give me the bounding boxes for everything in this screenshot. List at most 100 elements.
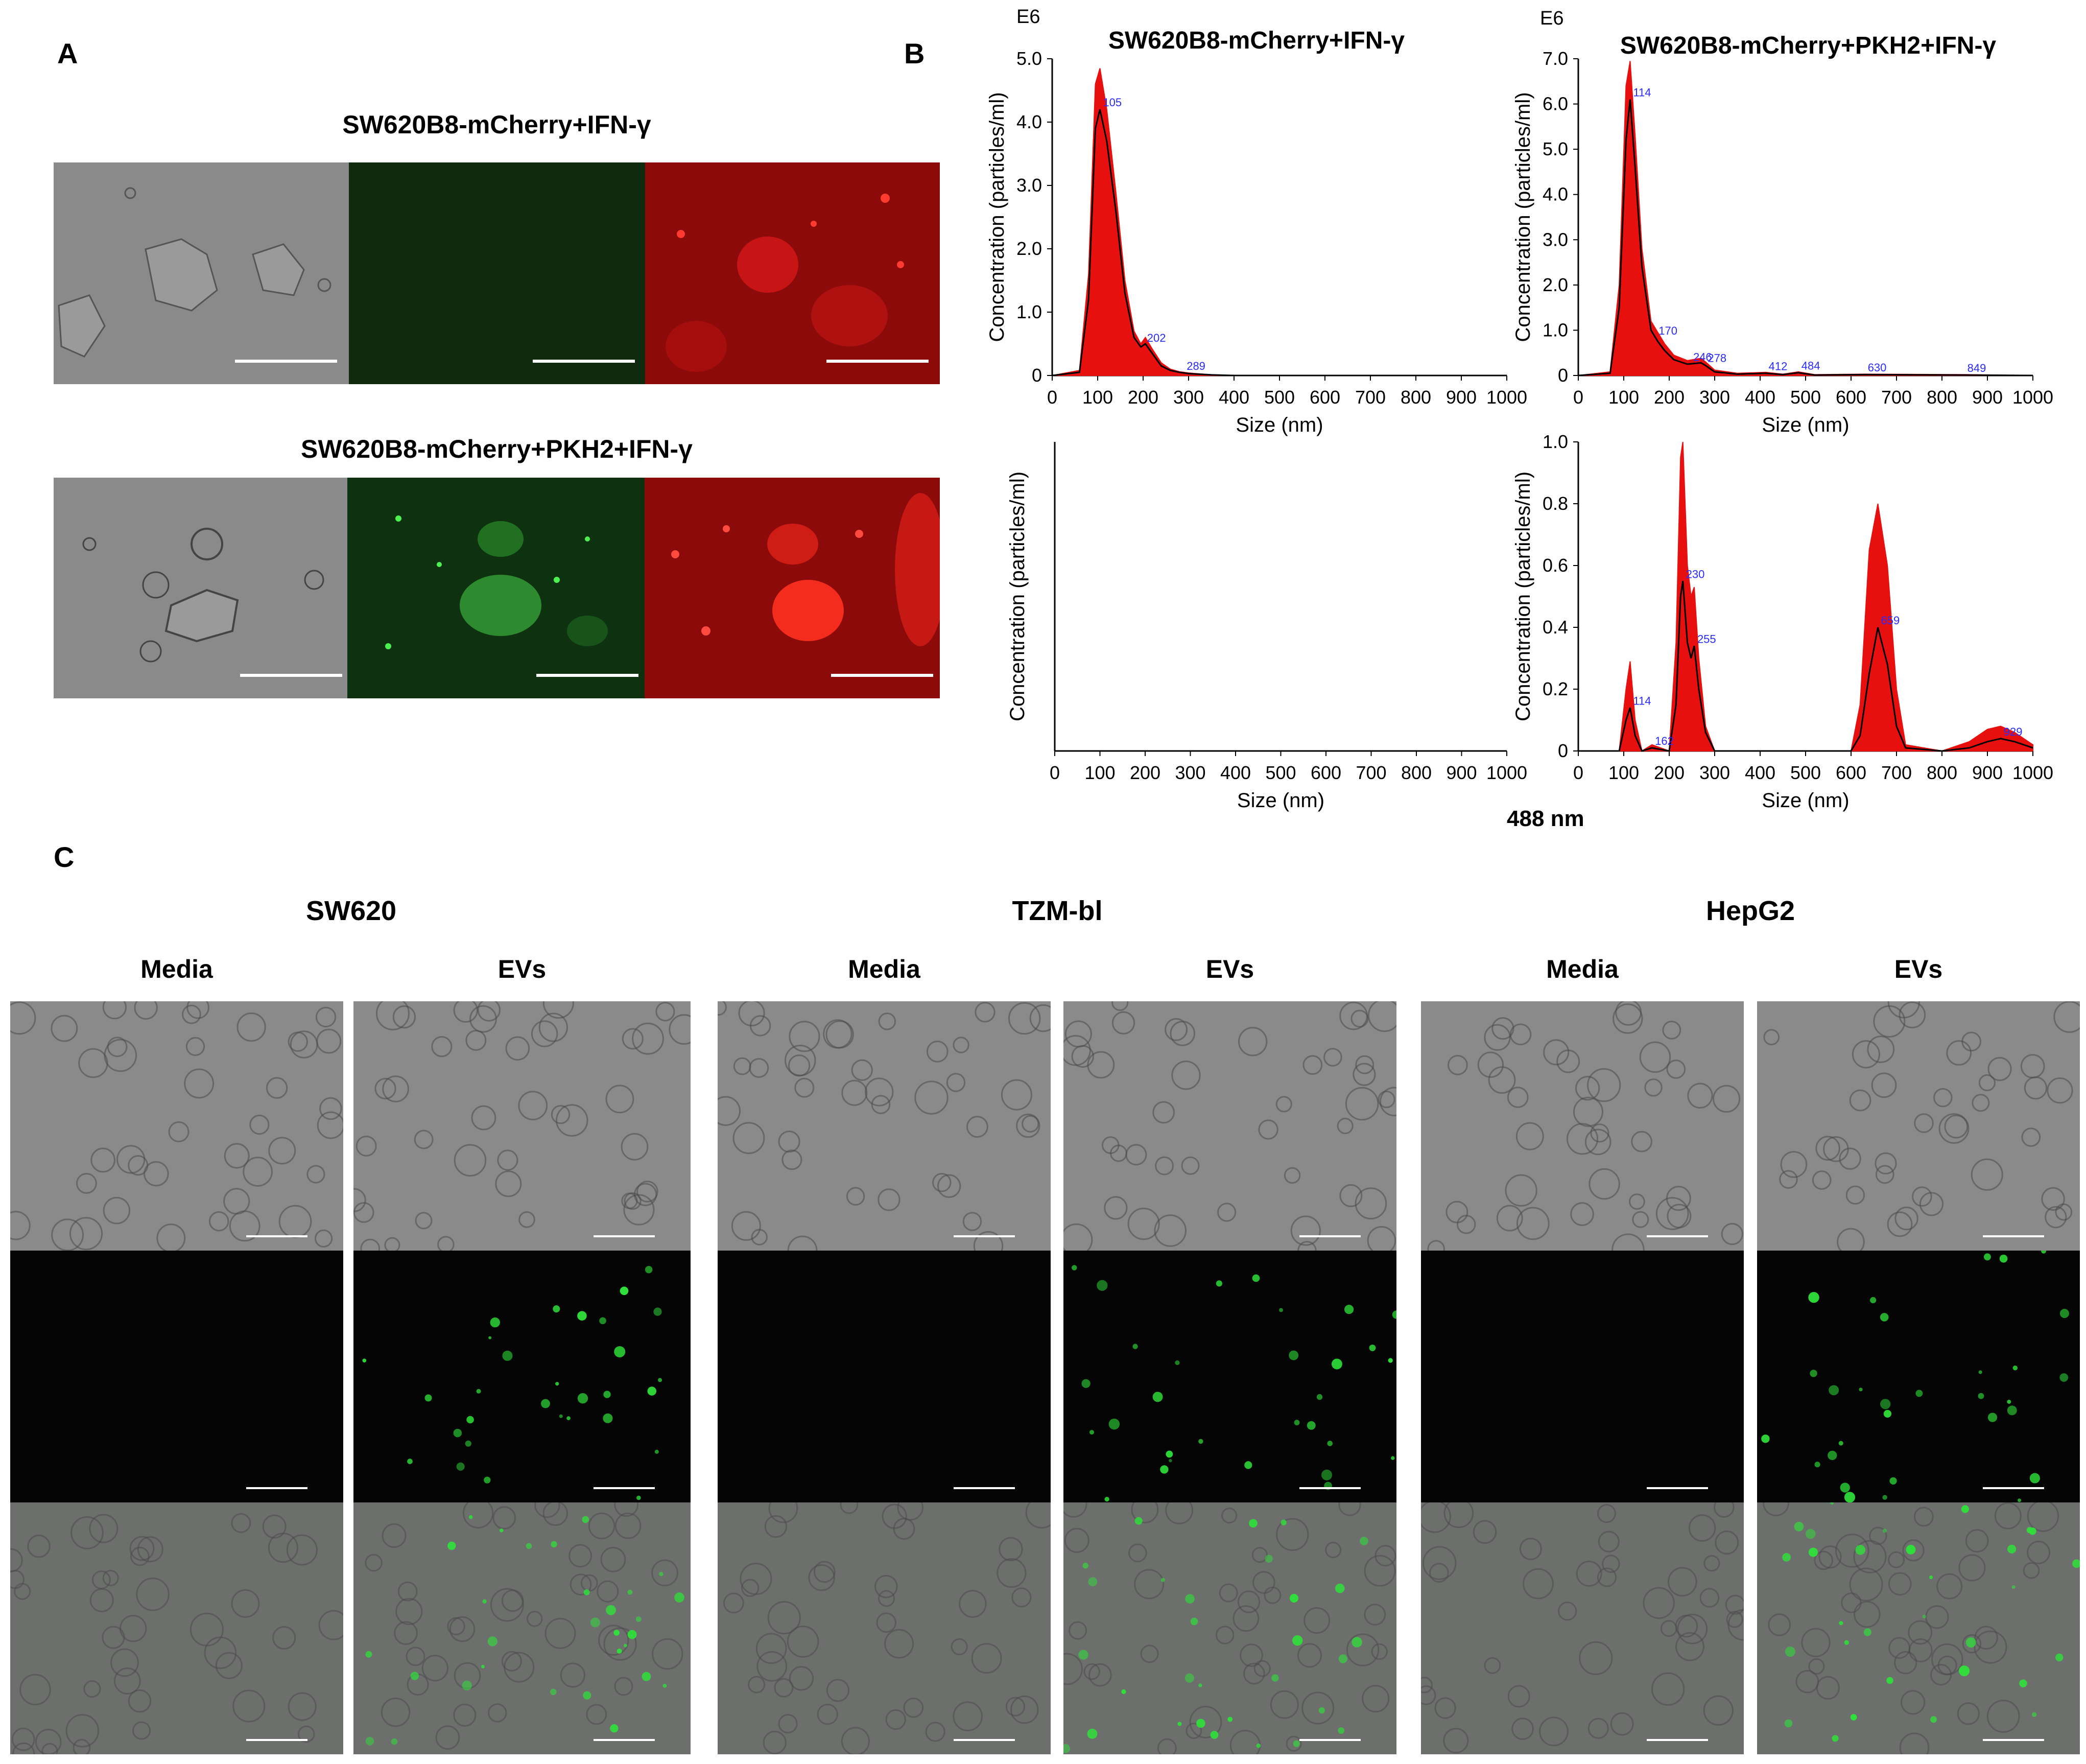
cell-outline	[1005, 1697, 1026, 1716]
cell-outline	[1509, 1023, 1532, 1046]
ev-signal	[603, 1413, 613, 1423]
ev-signal	[642, 1672, 651, 1681]
ev-signal	[1922, 1614, 1926, 1619]
x-tick-label: 800	[1927, 762, 1957, 783]
cell-outline	[102, 1626, 125, 1649]
cell-outline	[1933, 1088, 1953, 1108]
panel-a-letter: A	[57, 37, 78, 69]
x-tick-label: 200	[1130, 762, 1160, 783]
cell-outline	[1613, 1003, 1643, 1034]
cell-outline	[375, 1001, 410, 1030]
cell-outline	[186, 1001, 209, 1019]
cell-outline	[70, 1516, 104, 1549]
ev-signal	[559, 1414, 563, 1418]
x-tick-label: 800	[1401, 762, 1432, 783]
cell-outline	[1515, 1122, 1544, 1150]
ev-signal	[1108, 1418, 1120, 1430]
ev-signal	[551, 1541, 557, 1548]
ev-signal	[583, 1691, 591, 1700]
cell-outline	[1421, 1677, 1433, 1694]
cell-outline	[1284, 1167, 1301, 1184]
cell-outline	[1302, 1055, 1323, 1075]
cell-outline	[128, 1689, 152, 1713]
group-title-tzm-bl: TZM-bl	[1012, 896, 1103, 926]
x-tick-label: 900	[1972, 762, 2003, 783]
cell-outline	[614, 1677, 633, 1696]
cell-outline	[1445, 1201, 1468, 1224]
ev-signal	[2072, 1559, 2080, 1568]
ev-signal	[1252, 1274, 1260, 1282]
x-tick-label: 600	[1836, 387, 1866, 408]
cell-outline	[394, 1621, 418, 1645]
cell-outline	[1229, 1730, 1261, 1754]
ev-signal	[1839, 1621, 1843, 1626]
ev-signal	[1321, 1469, 1333, 1480]
cell-outline	[395, 1597, 423, 1626]
ev-signal	[2018, 1498, 2022, 1502]
ev-signal	[674, 1592, 684, 1603]
cell-outline	[382, 1075, 409, 1102]
cell-outline	[1894, 1206, 1918, 1231]
cell-outline	[1972, 1094, 1990, 1112]
cell-outline	[437, 1236, 455, 1251]
cell-outline	[1958, 1554, 1986, 1582]
ev-signal	[1391, 1456, 1395, 1460]
cell-outline	[462, 1502, 494, 1528]
cell-outline	[1801, 1628, 1831, 1657]
cell-outline	[794, 1077, 815, 1098]
scale-bar	[1983, 1487, 2044, 1489]
cell-outline	[1558, 1602, 1577, 1621]
cell-outline	[914, 1080, 949, 1115]
cell-outline	[538, 1013, 568, 1042]
cell-outline	[1667, 1204, 1692, 1229]
scale-bar	[1299, 1235, 1361, 1237]
ev-signal	[1104, 1496, 1109, 1502]
cell-outline	[10, 1548, 23, 1572]
x-tick-label: 200	[1654, 762, 1685, 783]
ev-signal	[1078, 1650, 1088, 1660]
ev-signal	[1307, 1421, 1316, 1430]
ev-signal	[1198, 1683, 1202, 1687]
cell-outline	[1610, 1712, 1634, 1736]
cell-outline	[1063, 1502, 1087, 1518]
cell-outline	[1912, 1186, 1932, 1207]
ev-signal	[555, 1382, 559, 1386]
cell-outline	[1221, 1508, 1238, 1524]
cell-outline	[1644, 1078, 1663, 1097]
cell-outline	[1243, 1662, 1265, 1685]
cell-outline	[208, 1211, 229, 1232]
cell-outline	[603, 1627, 637, 1661]
cell-outline	[1155, 1156, 1174, 1175]
ev-signal	[1870, 1297, 1877, 1304]
cell-outline	[732, 1122, 765, 1155]
ev-signal	[1244, 1461, 1252, 1469]
ev-signal	[466, 1416, 474, 1424]
cell-outline	[740, 1562, 772, 1595]
cell-outline	[1815, 1136, 1840, 1161]
cell-outline	[1127, 1208, 1160, 1240]
ev-signal	[476, 1389, 481, 1394]
cell-outline	[1721, 1222, 1743, 1245]
ev-signal	[2011, 1585, 2016, 1589]
micrograph-red-row1	[645, 162, 940, 384]
cell-outline	[885, 1709, 906, 1730]
micrograph-texture	[1763, 1502, 2080, 1754]
ev-signal	[1175, 1360, 1180, 1366]
ev-signal	[1886, 1677, 1893, 1684]
cell-outline	[568, 1544, 592, 1568]
cell-outline	[130, 1546, 150, 1566]
cell-outline	[1699, 1588, 1720, 1608]
x-tick-label: 200	[1654, 387, 1685, 408]
mean-curve	[1052, 109, 1507, 377]
x-tick-label: 1000	[1486, 387, 1527, 408]
cell-outline	[1639, 1041, 1671, 1073]
cell-outline	[2023, 1562, 2040, 1579]
cell-outline	[1362, 1685, 1390, 1713]
cell-outline	[319, 1097, 342, 1120]
ev-signal	[636, 1495, 641, 1500]
cell-outline	[414, 1130, 434, 1149]
cell-outline	[1063, 1653, 1083, 1685]
scale-bar	[594, 1487, 655, 1489]
cell-outline	[1946, 1040, 1972, 1066]
ev-signal	[1256, 1743, 1261, 1748]
